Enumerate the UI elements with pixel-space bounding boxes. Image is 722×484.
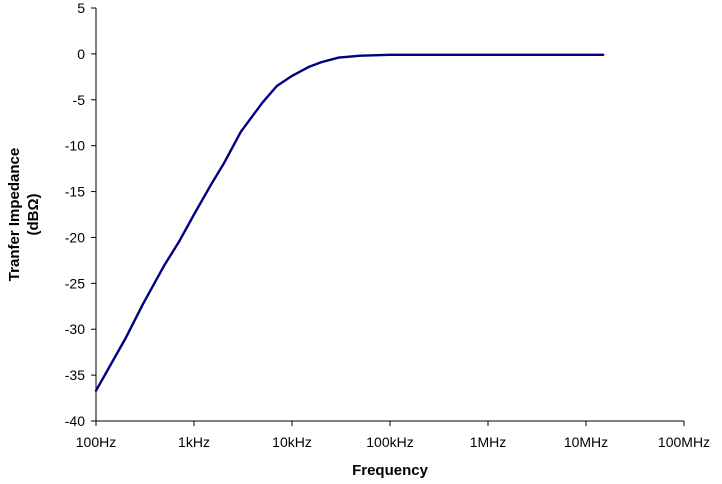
x-tick-label: 100MHz — [658, 434, 710, 450]
x-tick-label: 1kHz — [178, 434, 210, 450]
y-tick-label: -35 — [65, 367, 85, 383]
y-tick-label: -15 — [65, 184, 85, 200]
x-axis-ticks: 100Hz 1kHz 10kHz 100kHz 1MHz 10MHz 100MHz — [76, 421, 710, 450]
series-line-1 — [94, 53, 605, 392]
y-tick-label: -5 — [73, 92, 86, 108]
y-tick-label: 5 — [77, 0, 85, 16]
x-tick-label: 10kHz — [272, 434, 312, 450]
y-tick-label: -10 — [65, 138, 85, 154]
x-tick-label: 1MHz — [470, 434, 507, 450]
y-tick-label: -30 — [65, 321, 85, 337]
y-axis-ticks: 5 0 -5 -10 -15 -20 -25 -30 -35 -40 — [65, 0, 96, 429]
axes — [95, 8, 684, 422]
y-tick-label: -40 — [65, 413, 85, 429]
x-axis-title: Frequency — [352, 462, 429, 479]
x-tick-label: 10MHz — [564, 434, 608, 450]
y-tick-label: -20 — [65, 229, 85, 245]
y-axis-title-line-2: (dBΩ) — [25, 193, 42, 235]
y-tick-label: 0 — [77, 46, 85, 62]
x-tick-label: 100kHz — [366, 434, 413, 450]
x-tick-label: 100Hz — [76, 434, 116, 450]
y-tick-label: -25 — [65, 275, 85, 291]
series-layer — [94, 53, 605, 392]
y-axis-title-line-1: Tranfer Impedance — [6, 148, 23, 281]
